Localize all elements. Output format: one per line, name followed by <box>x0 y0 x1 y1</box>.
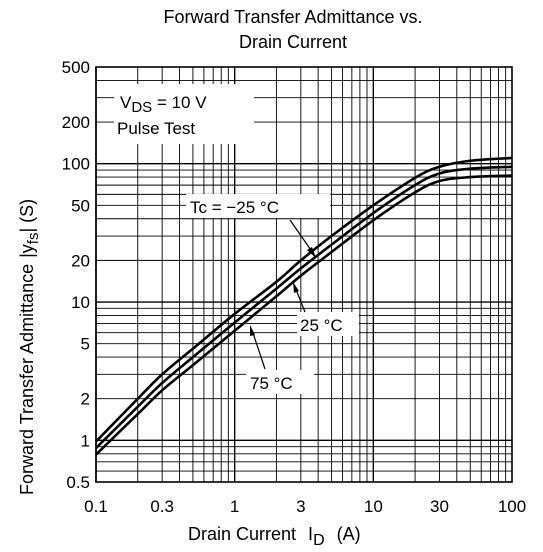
x-tick-labels: 0.1 0.3 1 3 10 30 100 <box>84 497 526 516</box>
y-tick-label: 50 <box>71 196 90 215</box>
pulse-test-condition: Pulse Test <box>117 119 195 138</box>
y-tick-label: 5 <box>81 335 90 354</box>
y-tick-label: 200 <box>62 113 90 132</box>
x-tick-label: 3 <box>296 497 305 516</box>
series-lines <box>95 156 513 456</box>
plot-frame <box>95 66 513 483</box>
y-axis-label: Forward Transfer Admittance|yfs| (S) <box>17 199 42 495</box>
y-tick-label: 0.5 <box>66 473 90 492</box>
x-tick-label: 10 <box>364 497 383 516</box>
x-axis-label: Drain Current ID (A) <box>188 524 361 549</box>
series-label-75: 75 °C <box>246 325 314 394</box>
series-line-0 <box>95 156 513 443</box>
y-tick-label: 10 <box>71 293 90 312</box>
y-tick-label: 500 <box>62 58 90 77</box>
series-line-2 <box>95 174 513 456</box>
conditions-box-bg <box>114 84 254 144</box>
x-tick-label: 0.3 <box>150 497 174 516</box>
chart-title-line-1: Forward Transfer Admittance vs. <box>163 7 422 27</box>
series-label-text: 25 °C <box>300 316 343 335</box>
vds-condition: VDS = 10 V <box>120 93 207 116</box>
x-tick-label: 30 <box>430 497 449 516</box>
y-tick-label: 2 <box>81 390 90 409</box>
series-label-tc-minus25: Tc = −25 °C <box>186 194 330 258</box>
x-tick-label: 100 <box>498 497 526 516</box>
chart-title-line-2: Drain Current <box>239 32 347 52</box>
x-tick-label: 0.1 <box>84 497 108 516</box>
y-tick-label: 20 <box>71 251 90 270</box>
y-tick-labels: 0.5 1 2 5 10 20 50 100 200 500 <box>62 58 90 492</box>
series-label-text: 75 °C <box>250 374 293 393</box>
series-line-1 <box>95 165 513 449</box>
x-tick-label: 1 <box>230 497 239 516</box>
y-tick-label: 1 <box>81 431 90 450</box>
y-tick-label: 100 <box>62 155 90 174</box>
series-label-25: 25 °C <box>293 282 359 336</box>
series-label-text: Tc = −25 °C <box>190 198 279 217</box>
